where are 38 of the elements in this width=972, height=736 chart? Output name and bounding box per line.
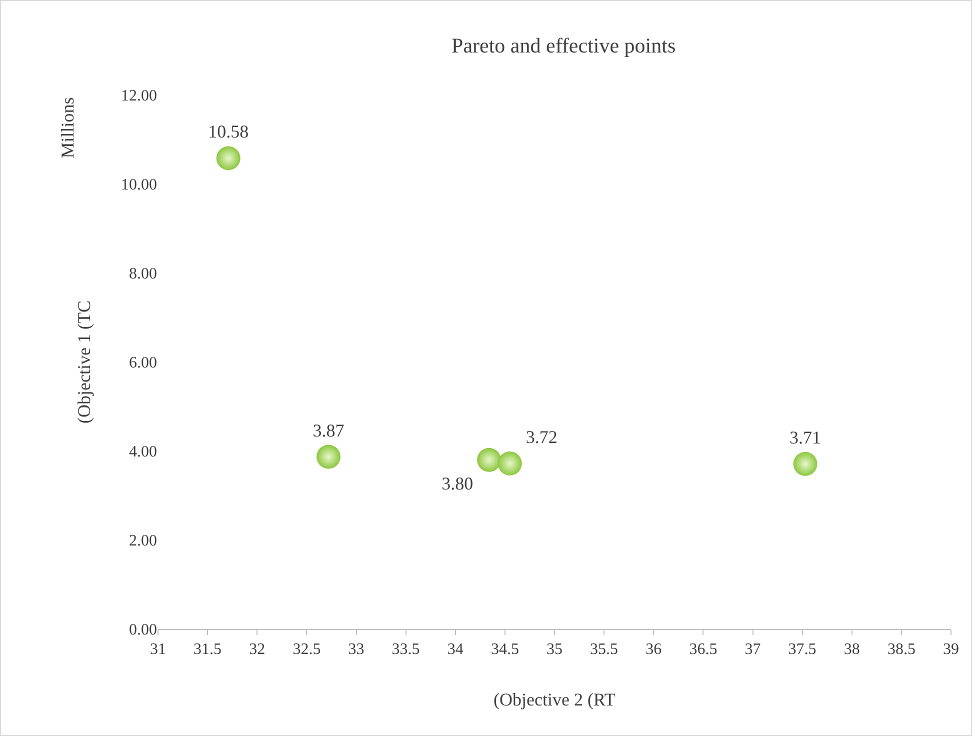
x-tick-label: 34.5 <box>490 641 519 658</box>
y-tick-label: 0.00 <box>129 622 157 639</box>
x-tick-label: 37.5 <box>788 641 816 658</box>
x-tick-label: 39 <box>943 641 959 658</box>
x-tick-label: 38.5 <box>887 641 916 658</box>
text: Millions <box>57 97 78 158</box>
y-tick-label: 2.00 <box>129 532 157 550</box>
x-tick-label: 33.5 <box>392 641 420 658</box>
chart-title: Pareto and effective points <box>452 33 676 58</box>
y-tick-label: 10.00 <box>121 176 157 194</box>
y-tick-label: 12.00 <box>121 88 157 105</box>
x-axis-title: (Objective 2 (RT <box>494 689 616 710</box>
point <box>316 444 340 469</box>
x-tick-label: 36.5 <box>689 641 718 658</box>
y-tick-label: 6.00 <box>129 354 157 372</box>
data-label: 3.87 <box>312 420 344 440</box>
x-tick-label: 31 <box>150 641 166 658</box>
x-tick-label: 32.5 <box>292 641 321 658</box>
x-tick-label: 31.5 <box>194 641 222 658</box>
x-tick-label: 38 <box>844 641 860 658</box>
data-label: 10.58 <box>208 122 249 142</box>
x-tick-label: 35.5 <box>590 641 618 658</box>
data-label: 3.80 <box>442 473 474 494</box>
point <box>498 451 522 476</box>
point <box>477 448 502 472</box>
y-tick-label: 8.00 <box>129 266 157 283</box>
point <box>793 452 818 476</box>
x-tick-label: 35 <box>546 641 562 658</box>
x-tick-label: 34 <box>447 641 464 658</box>
x-tick-label: 36 <box>646 641 662 658</box>
data-label: 3.72 <box>526 426 558 447</box>
point <box>216 146 240 170</box>
x-tick-label: 33 <box>348 641 364 658</box>
y-tick-label: 4.00 <box>129 444 157 461</box>
x-tick-label: 32 <box>249 641 266 658</box>
y-axis-title: (Objective 1 (TC <box>74 300 94 424</box>
data-label: 3.71 <box>790 427 822 448</box>
x-tick-label: 37 <box>744 641 761 658</box>
